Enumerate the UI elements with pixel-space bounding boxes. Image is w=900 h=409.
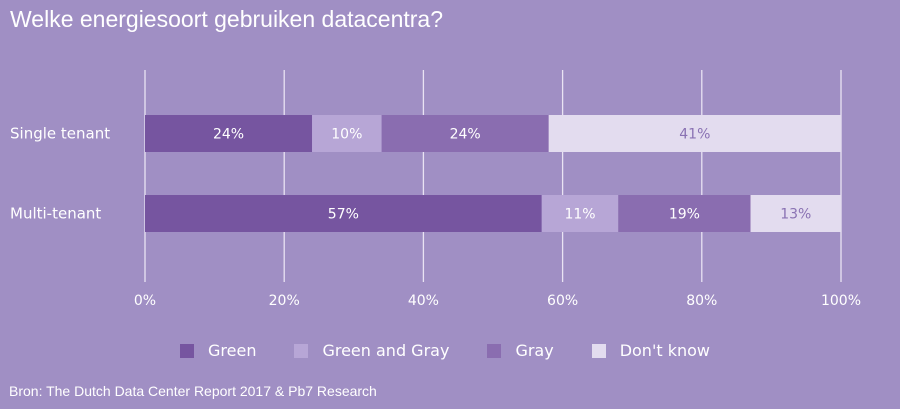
bar-segment xyxy=(541,195,619,232)
legend-label: Gray xyxy=(515,341,554,360)
bar-data-label: 41% xyxy=(679,127,710,143)
bar-data-label: 10% xyxy=(331,127,362,143)
bar-data-label: 24% xyxy=(213,127,244,143)
x-tick-label: 20% xyxy=(269,293,300,309)
x-tick-label: 80% xyxy=(686,293,717,309)
bar-data-label: 13% xyxy=(780,207,811,223)
legend-swatch xyxy=(294,343,309,358)
bar-segment xyxy=(145,115,313,152)
legend-label: Green xyxy=(208,341,257,360)
legend-item: Don't know xyxy=(591,341,710,360)
legend-swatch xyxy=(487,343,502,358)
bar-data-label: 57% xyxy=(328,207,359,223)
legend-label: Green and Gray xyxy=(322,341,450,360)
bar-data-label: 24% xyxy=(450,127,481,143)
bar-segment xyxy=(548,115,841,152)
category-label: Single tenant xyxy=(10,125,110,143)
legend-item: Green and Gray xyxy=(294,341,449,360)
legend-item: Green xyxy=(180,341,256,360)
bar-segment xyxy=(145,195,542,232)
bar-segment xyxy=(618,195,751,232)
legend: Green Green and Gray Gray Don't know xyxy=(180,341,748,360)
chart-title: Welke energiesoort gebruiken datacentra? xyxy=(10,6,444,32)
x-tick-label: 100% xyxy=(821,293,861,309)
bar-segment xyxy=(750,195,841,232)
legend-swatch xyxy=(591,343,606,358)
bar-data-label: 19% xyxy=(669,207,700,223)
bar-segment xyxy=(312,115,382,152)
bar-data-label: 11% xyxy=(564,207,595,223)
legend-swatch xyxy=(180,343,194,358)
legend-item: Gray xyxy=(487,341,554,360)
source-note: Bron: The Dutch Data Center Report 2017 … xyxy=(9,383,377,399)
x-tick-label: 40% xyxy=(408,293,439,309)
legend-label: Don't know xyxy=(619,341,710,360)
chart-plot: 0% 20% 40% 60% 80% 100% Single tenant 24% 10% 24%… xyxy=(10,70,861,309)
x-tick-label: 60% xyxy=(547,293,578,309)
category-label: Multi-tenant xyxy=(10,205,101,223)
bar-segment xyxy=(381,115,549,152)
x-tick-label: 0% xyxy=(134,293,156,309)
